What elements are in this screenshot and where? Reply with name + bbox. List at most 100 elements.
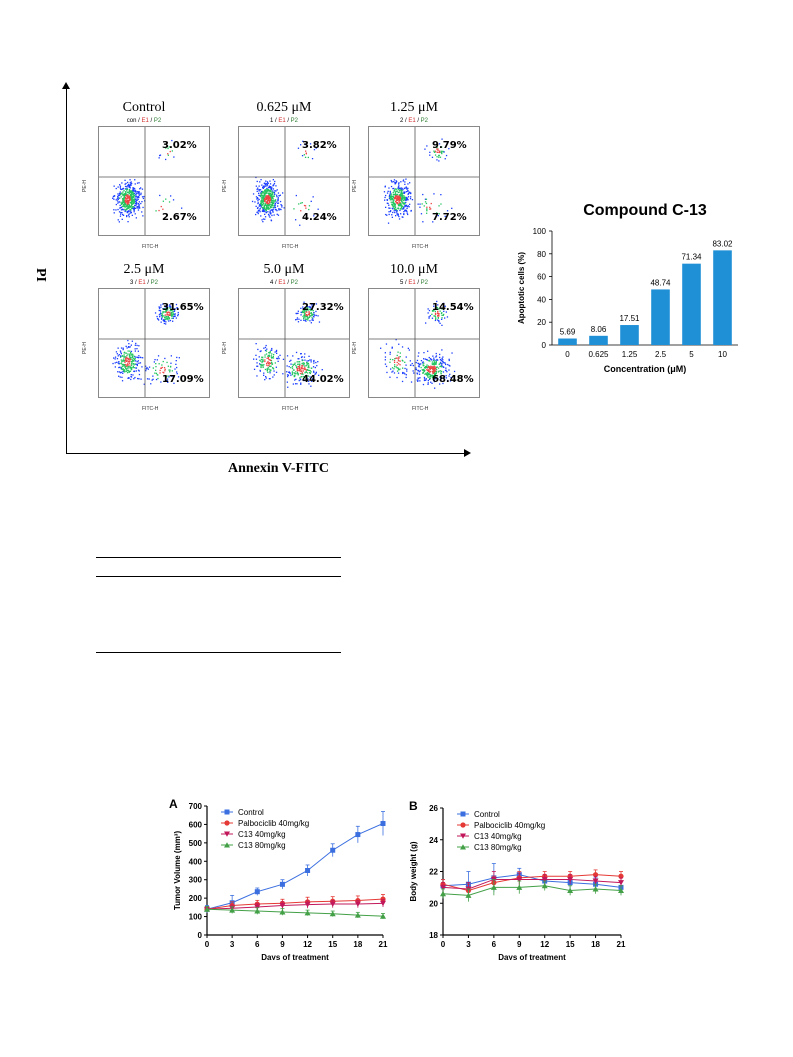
event-dot	[439, 376, 441, 378]
event-dot	[387, 222, 390, 224]
event-dot	[275, 190, 277, 192]
event-dot	[290, 363, 292, 365]
flow-y-axis	[66, 88, 67, 454]
event-dot	[127, 211, 129, 213]
event-dot	[417, 379, 419, 381]
event-dot	[263, 374, 265, 376]
event-dot	[306, 368, 309, 371]
event-dot	[391, 346, 393, 348]
x-tick-label: 3	[230, 940, 235, 949]
event-dot	[276, 210, 278, 212]
event-dot	[310, 359, 312, 361]
event-dot	[306, 377, 308, 379]
event-dot	[311, 306, 313, 308]
event-dot	[318, 321, 321, 323]
event-dot	[422, 361, 424, 363]
flow-panel-sample: 2 / E1 / P2	[399, 118, 429, 124]
event-dot	[400, 194, 402, 196]
event-dot	[426, 206, 428, 208]
event-dot	[260, 194, 262, 196]
event-dot	[305, 370, 307, 373]
event-dot	[160, 315, 162, 317]
event-dot	[391, 214, 393, 216]
event-dot	[294, 383, 297, 385]
event-dot	[394, 206, 396, 208]
event-dot	[397, 359, 399, 361]
event-dot	[290, 359, 292, 361]
event-dot	[124, 179, 126, 181]
event-dot	[127, 210, 130, 212]
event-dot	[169, 319, 172, 322]
event-dot	[126, 195, 128, 197]
data-point	[618, 880, 624, 886]
event-dot	[304, 308, 306, 310]
event-dot	[405, 356, 407, 358]
legend-marker	[460, 822, 466, 828]
event-dot	[439, 383, 441, 385]
event-dot	[137, 207, 140, 209]
event-dot	[309, 308, 311, 311]
event-dot	[123, 203, 125, 205]
event-dot	[122, 372, 124, 374]
event-dot	[165, 198, 167, 200]
event-dot	[397, 372, 400, 374]
event-dot	[409, 198, 412, 200]
event-dot	[128, 198, 130, 200]
event-dot	[136, 182, 139, 184]
event-dot	[271, 193, 273, 196]
event-dot	[401, 197, 404, 199]
event-dot	[168, 201, 171, 203]
event-dot	[113, 212, 115, 214]
event-dot	[448, 358, 450, 360]
event-dot	[425, 202, 428, 205]
event-dot	[314, 373, 316, 375]
event-dot	[132, 208, 135, 210]
x-tick-label: 21	[379, 940, 388, 949]
event-dot	[119, 372, 122, 374]
event-dot	[404, 203, 406, 205]
event-dot	[130, 201, 132, 203]
event-dot	[300, 382, 302, 384]
event-dot	[429, 368, 431, 370]
event-dot	[441, 314, 443, 316]
event-dot	[265, 202, 268, 204]
event-dot	[272, 203, 274, 205]
event-dot	[402, 208, 404, 210]
event-dot	[389, 210, 392, 213]
event-dot	[265, 353, 268, 355]
event-dot	[426, 364, 428, 366]
event-dot	[409, 360, 411, 362]
event-dot	[117, 347, 119, 349]
event-dot	[312, 366, 315, 368]
event-dot	[399, 209, 401, 212]
event-dot	[308, 306, 310, 308]
event-dot	[266, 362, 268, 365]
event-dot	[301, 155, 304, 157]
data-point	[541, 876, 548, 883]
event-dot	[268, 205, 270, 207]
event-dot	[132, 199, 135, 201]
event-dot	[301, 362, 303, 365]
event-dot	[121, 368, 123, 371]
event-dot	[263, 209, 265, 212]
event-dot	[271, 202, 273, 204]
data-point	[304, 910, 311, 916]
event-dot	[126, 208, 128, 210]
event-dot	[286, 374, 289, 376]
event-dot	[415, 368, 417, 371]
event-dot	[260, 358, 263, 361]
event-dot	[134, 204, 136, 207]
event-dot	[268, 197, 270, 199]
event-dot	[269, 183, 272, 185]
event-dot	[122, 201, 124, 203]
event-dot	[137, 191, 140, 193]
event-dot	[136, 202, 138, 204]
event-dot	[131, 195, 133, 197]
event-dot	[271, 191, 273, 194]
event-dot	[448, 364, 450, 367]
event-dot	[262, 360, 264, 362]
x-tick-label: 6	[255, 940, 260, 949]
event-dot	[274, 180, 276, 183]
event-dot	[129, 182, 131, 184]
event-dot	[304, 319, 306, 322]
